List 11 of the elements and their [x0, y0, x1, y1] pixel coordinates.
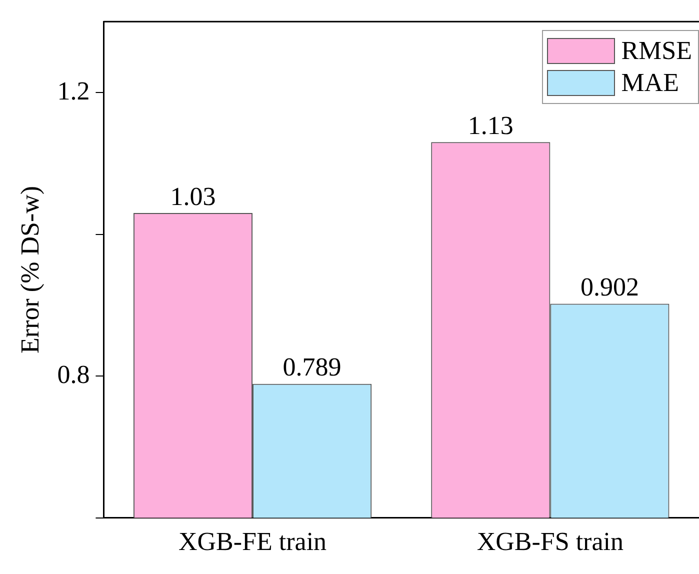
y-axis-title: Error (% DS-w)	[15, 186, 44, 354]
data-label: 1.03	[170, 182, 216, 211]
x-tick-label: XGB-FS train	[476, 527, 624, 556]
y-tick-label: 1.2	[57, 76, 90, 106]
data-label: 0.902	[580, 272, 639, 302]
legend-label: RMSE	[621, 36, 692, 66]
legend-label: MAE	[621, 68, 679, 98]
data-label: 1.13	[468, 110, 514, 140]
y-tick-label: 0.8	[57, 360, 90, 389]
data-label: 0.789	[282, 352, 342, 382]
x-tick-label: XGB-FE train	[178, 527, 327, 556]
